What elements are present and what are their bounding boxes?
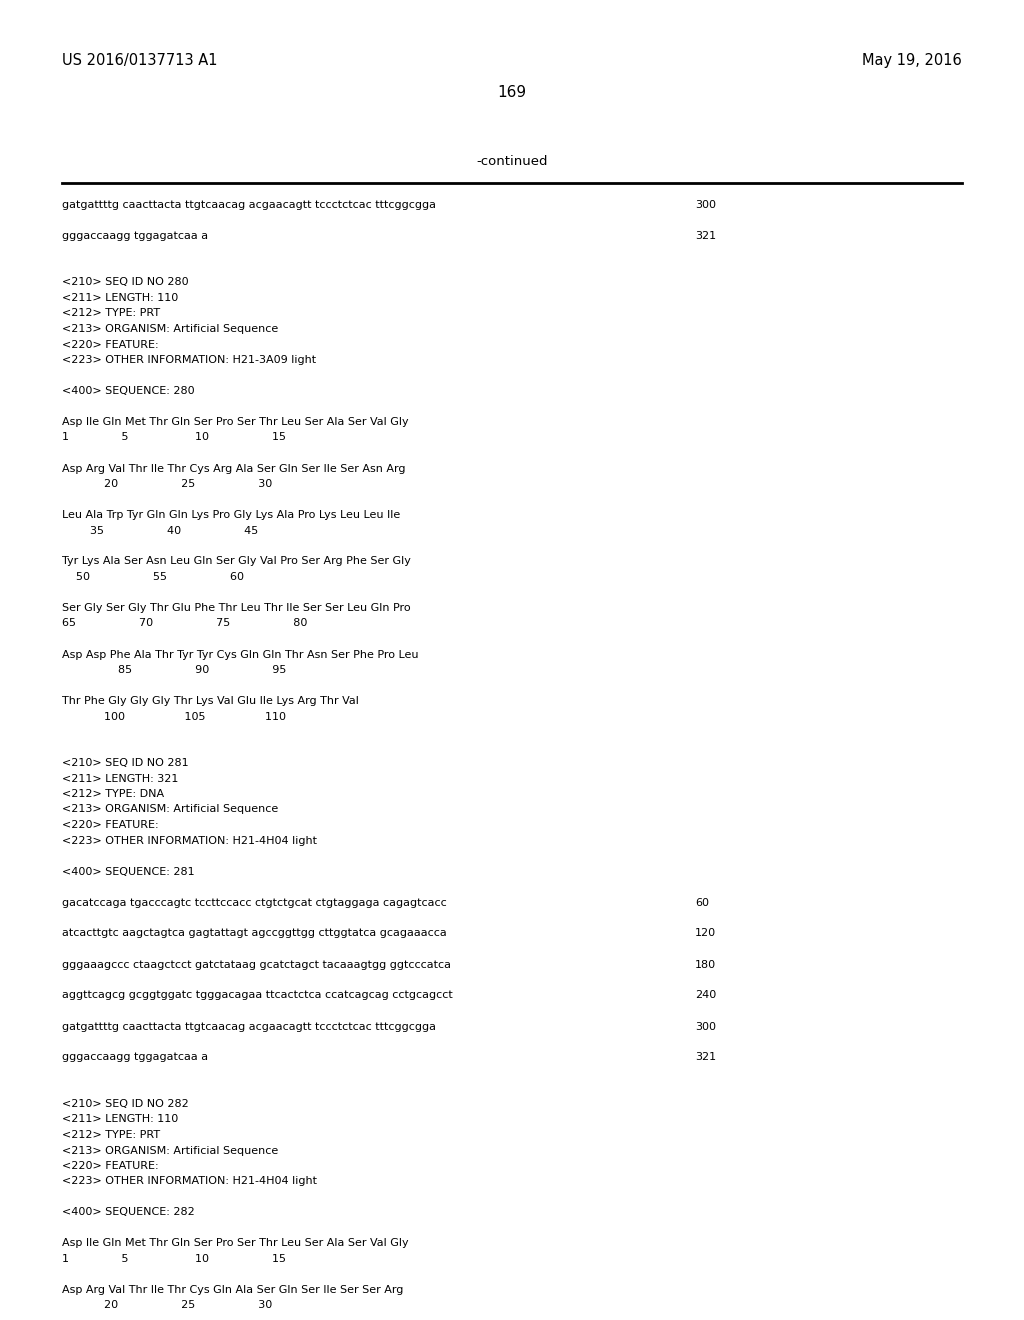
Text: <400> SEQUENCE: 280: <400> SEQUENCE: 280 — [62, 385, 195, 396]
Text: <212> TYPE: DNA: <212> TYPE: DNA — [62, 789, 164, 799]
Text: <210> SEQ ID NO 281: <210> SEQ ID NO 281 — [62, 758, 188, 768]
Text: 1               5                   10                  15: 1 5 10 15 — [62, 433, 286, 442]
Text: Thr Phe Gly Gly Gly Thr Lys Val Glu Ile Lys Arg Thr Val: Thr Phe Gly Gly Gly Thr Lys Val Glu Ile … — [62, 696, 358, 706]
Text: 321: 321 — [695, 1052, 716, 1063]
Text: Tyr Lys Ala Ser Asn Leu Gln Ser Gly Val Pro Ser Arg Phe Ser Gly: Tyr Lys Ala Ser Asn Leu Gln Ser Gly Val … — [62, 557, 411, 566]
Text: atcacttgtc aagctagtca gagtattagt agccggttgg cttggtatca gcagaaacca: atcacttgtc aagctagtca gagtattagt agccggt… — [62, 928, 446, 939]
Text: 180: 180 — [695, 960, 716, 969]
Text: 100                 105                 110: 100 105 110 — [62, 711, 286, 722]
Text: <213> ORGANISM: Artificial Sequence: <213> ORGANISM: Artificial Sequence — [62, 1146, 279, 1155]
Text: <211> LENGTH: 110: <211> LENGTH: 110 — [62, 1114, 178, 1125]
Text: 20                  25                  30: 20 25 30 — [62, 479, 272, 488]
Text: <211> LENGTH: 321: <211> LENGTH: 321 — [62, 774, 178, 784]
Text: <212> TYPE: PRT: <212> TYPE: PRT — [62, 309, 160, 318]
Text: -continued: -continued — [476, 154, 548, 168]
Text: Asp Ile Gln Met Thr Gln Ser Pro Ser Thr Leu Ser Ala Ser Val Gly: Asp Ile Gln Met Thr Gln Ser Pro Ser Thr … — [62, 1238, 409, 1249]
Text: <223> OTHER INFORMATION: H21-3A09 light: <223> OTHER INFORMATION: H21-3A09 light — [62, 355, 316, 366]
Text: <210> SEQ ID NO 282: <210> SEQ ID NO 282 — [62, 1100, 188, 1109]
Text: <211> LENGTH: 110: <211> LENGTH: 110 — [62, 293, 178, 304]
Text: 60: 60 — [695, 898, 709, 908]
Text: 169: 169 — [498, 84, 526, 100]
Text: Asp Arg Val Thr Ile Thr Cys Gln Ala Ser Gln Ser Ile Ser Ser Arg: Asp Arg Val Thr Ile Thr Cys Gln Ala Ser … — [62, 1284, 403, 1295]
Text: Asp Arg Val Thr Ile Thr Cys Arg Ala Ser Gln Ser Ile Ser Asn Arg: Asp Arg Val Thr Ile Thr Cys Arg Ala Ser … — [62, 463, 406, 474]
Text: <213> ORGANISM: Artificial Sequence: <213> ORGANISM: Artificial Sequence — [62, 323, 279, 334]
Text: gggaccaagg tggagatcaa a: gggaccaagg tggagatcaa a — [62, 231, 208, 242]
Text: gatgattttg caacttacta ttgtcaacag acgaacagtt tccctctcac tttcggcgga: gatgattttg caacttacta ttgtcaacag acgaaca… — [62, 201, 436, 210]
Text: 300: 300 — [695, 1022, 716, 1031]
Text: 65                  70                  75                  80: 65 70 75 80 — [62, 619, 307, 628]
Text: Asp Ile Gln Met Thr Gln Ser Pro Ser Thr Leu Ser Ala Ser Val Gly: Asp Ile Gln Met Thr Gln Ser Pro Ser Thr … — [62, 417, 409, 426]
Text: 50                  55                  60: 50 55 60 — [62, 572, 244, 582]
Text: 1               5                   10                  15: 1 5 10 15 — [62, 1254, 286, 1265]
Text: Leu Ala Trp Tyr Gln Gln Lys Pro Gly Lys Ala Pro Lys Leu Leu Ile: Leu Ala Trp Tyr Gln Gln Lys Pro Gly Lys … — [62, 510, 400, 520]
Text: 321: 321 — [695, 231, 716, 242]
Text: <213> ORGANISM: Artificial Sequence: <213> ORGANISM: Artificial Sequence — [62, 804, 279, 814]
Text: <223> OTHER INFORMATION: H21-4H04 light: <223> OTHER INFORMATION: H21-4H04 light — [62, 1176, 317, 1187]
Text: aggttcagcg gcggtggatc tgggacagaa ttcactctca ccatcagcag cctgcagcct: aggttcagcg gcggtggatc tgggacagaa ttcactc… — [62, 990, 453, 1001]
Text: <220> FEATURE:: <220> FEATURE: — [62, 339, 159, 350]
Text: <400> SEQUENCE: 282: <400> SEQUENCE: 282 — [62, 1208, 195, 1217]
Text: gggaccaagg tggagatcaa a: gggaccaagg tggagatcaa a — [62, 1052, 208, 1063]
Text: gggaaagccc ctaagctcct gatctataag gcatctagct tacaaagtgg ggtcccatca: gggaaagccc ctaagctcct gatctataag gcatcta… — [62, 960, 451, 969]
Text: 85                  90                  95: 85 90 95 — [62, 665, 287, 675]
Text: <400> SEQUENCE: 281: <400> SEQUENCE: 281 — [62, 866, 195, 876]
Text: <210> SEQ ID NO 280: <210> SEQ ID NO 280 — [62, 277, 188, 288]
Text: gacatccaga tgacccagtc tccttccacc ctgtctgcat ctgtaggaga cagagtcacc: gacatccaga tgacccagtc tccttccacc ctgtctg… — [62, 898, 446, 908]
Text: <220> FEATURE:: <220> FEATURE: — [62, 1162, 159, 1171]
Text: 35                  40                  45: 35 40 45 — [62, 525, 258, 536]
Text: 20                  25                  30: 20 25 30 — [62, 1300, 272, 1311]
Text: US 2016/0137713 A1: US 2016/0137713 A1 — [62, 53, 217, 69]
Text: <223> OTHER INFORMATION: H21-4H04 light: <223> OTHER INFORMATION: H21-4H04 light — [62, 836, 317, 846]
Text: Asp Asp Phe Ala Thr Tyr Tyr Cys Gln Gln Thr Asn Ser Phe Pro Leu: Asp Asp Phe Ala Thr Tyr Tyr Cys Gln Gln … — [62, 649, 419, 660]
Text: <220> FEATURE:: <220> FEATURE: — [62, 820, 159, 830]
Text: May 19, 2016: May 19, 2016 — [862, 53, 962, 69]
Text: <212> TYPE: PRT: <212> TYPE: PRT — [62, 1130, 160, 1140]
Text: 240: 240 — [695, 990, 716, 1001]
Text: 300: 300 — [695, 201, 716, 210]
Text: 120: 120 — [695, 928, 716, 939]
Text: Ser Gly Ser Gly Thr Glu Phe Thr Leu Thr Ile Ser Ser Leu Gln Pro: Ser Gly Ser Gly Thr Glu Phe Thr Leu Thr … — [62, 603, 411, 612]
Text: gatgattttg caacttacta ttgtcaacag acgaacagtt tccctctcac tttcggcgga: gatgattttg caacttacta ttgtcaacag acgaaca… — [62, 1022, 436, 1031]
